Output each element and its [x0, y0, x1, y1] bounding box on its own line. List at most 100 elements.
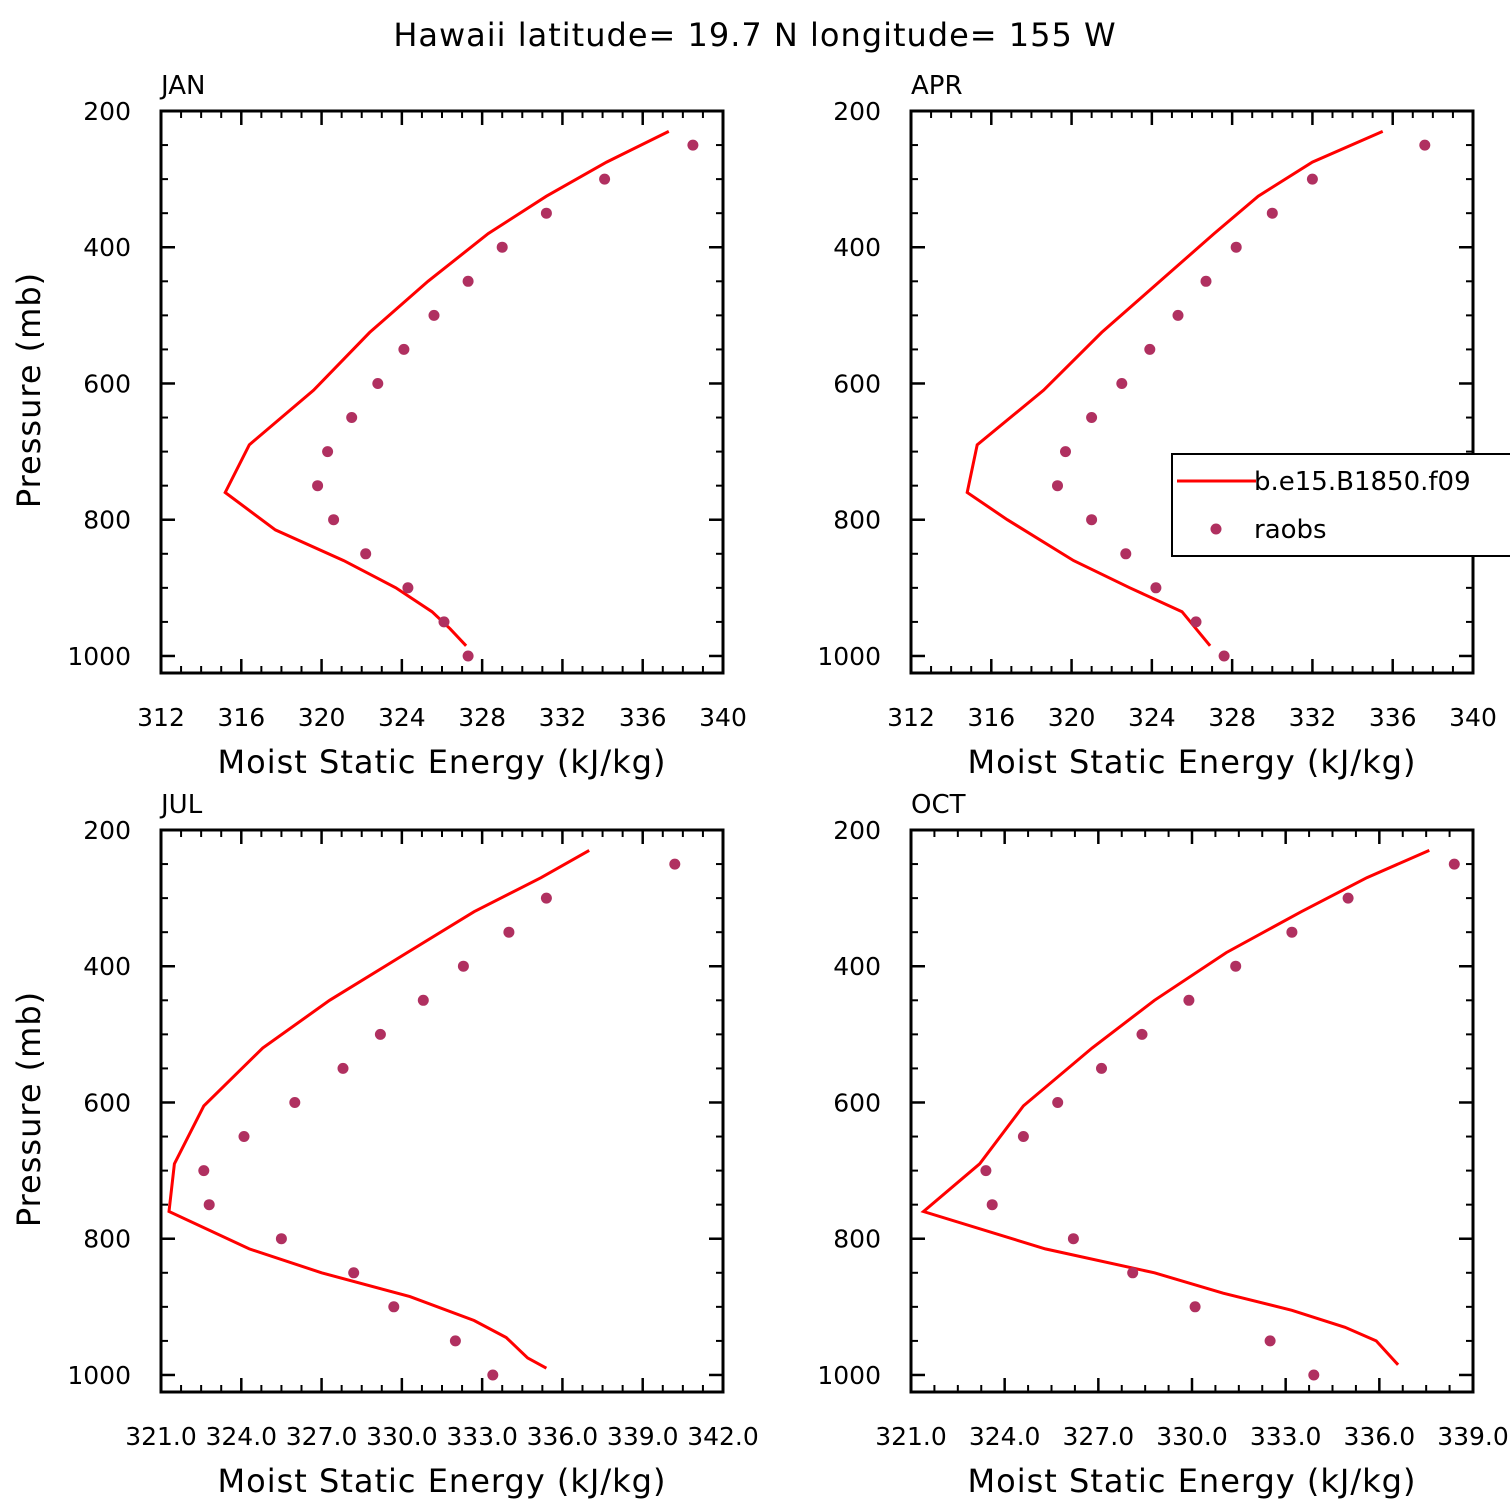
y-axis-label: Pressure (mb) [10, 991, 48, 1227]
series-group [965, 130, 1431, 662]
raobs-point [540, 207, 552, 219]
raobs-point [402, 582, 414, 594]
panel-oct: 321.0 324.0 327.0 330.0 333.0 336.0 339.0 200 40… [817, 790, 1508, 1500]
x-tick-label: 321.0 [875, 1422, 947, 1451]
raobs-point [1419, 139, 1431, 151]
panel-apr: 312 316 320 324 328 332 336 340 200 400 600 800 1000… [817, 71, 1496, 781]
y-tick-label: 400 [833, 952, 881, 981]
y-tick-label: 600 [83, 369, 131, 398]
raobs-point [203, 1199, 215, 1211]
plot-frame [909, 109, 1475, 675]
raobs-point [669, 858, 681, 870]
y-axis-label: Pressure (mb) [10, 272, 48, 508]
x-tick-label: 312 [887, 703, 935, 732]
raobs-point [1306, 173, 1318, 185]
y-tick-label: 1000 [817, 642, 881, 671]
y-tick-label: 200 [83, 97, 131, 126]
plot-frame [159, 109, 725, 675]
x-tick-label: 320 [298, 703, 346, 732]
series-group [223, 130, 699, 662]
raobs-point [1060, 446, 1071, 458]
panel-title: JUL [159, 790, 203, 820]
raobs-point [1266, 207, 1278, 219]
model-line [920, 849, 1430, 1366]
raobs-point [348, 1267, 360, 1279]
raobs-point [360, 548, 372, 560]
raobs-point [337, 1062, 349, 1074]
x-tick-label: 336.0 [527, 1422, 599, 1451]
raobs-point [275, 1233, 287, 1245]
raobs-point [198, 1165, 210, 1177]
x-tick-label: 339.0 [1437, 1422, 1509, 1451]
raobs-point [1136, 1028, 1148, 1040]
raobs-point [1230, 241, 1242, 253]
raobs-point [449, 1335, 461, 1347]
y-tick-label: 400 [833, 233, 881, 262]
raobs-point [1448, 858, 1460, 870]
x-tick-label: 324.0 [969, 1422, 1041, 1451]
raobs-point [1052, 1097, 1064, 1108]
raobs-point [1190, 616, 1202, 628]
legend-box [1171, 453, 1510, 557]
x-tick-label: 336.0 [1344, 1422, 1416, 1451]
raobs-point [1144, 343, 1156, 355]
y-tick-label: 800 [83, 1225, 131, 1254]
y-tick-label: 800 [83, 506, 131, 535]
legend: b.e15.B1850.f09 raobs [1171, 453, 1510, 557]
raobs-point [1150, 582, 1162, 594]
x-axis-label: Moist Static Energy (kJ/kg) [218, 743, 667, 781]
x-tick-label: 321.0 [125, 1422, 197, 1451]
raobs-point [438, 616, 450, 628]
raobs-point [1183, 994, 1195, 1006]
panel-jan: 312 316 320 324 328 332 336 340 200 400 600 800 1000… [10, 71, 747, 781]
legend-label: b.e15.B1850.f09 [1254, 467, 1471, 497]
panel-title: APR [911, 71, 963, 101]
x-tick-label: 333.0 [1250, 1422, 1322, 1451]
raobs-point [1086, 514, 1098, 526]
x-tick-label: 332 [539, 703, 587, 732]
raobs-point [1120, 548, 1132, 560]
raobs-point [417, 994, 429, 1006]
x-tick-label: 328 [1208, 703, 1256, 732]
x-axis-label: Moist Static Energy (kJ/kg) [968, 743, 1417, 781]
x-tick-label: 316 [967, 703, 1015, 732]
x-tick-label: 320 [1048, 703, 1096, 732]
raobs-point [457, 960, 469, 972]
raobs-point [1230, 960, 1242, 972]
x-tick-label: 340 [699, 703, 747, 732]
figure-title: Hawaii latitude= 19.7 N longitude= 155 W [393, 16, 1116, 54]
raobs-point [1264, 1335, 1276, 1347]
raobs-point [687, 139, 699, 151]
x-tick-label: 333.0 [446, 1422, 518, 1451]
y-tick-label: 1000 [67, 1361, 131, 1390]
raobs-point [312, 480, 324, 492]
x-tick-label: 324 [1128, 703, 1176, 732]
y-tick-label: 600 [83, 1088, 131, 1117]
y-tick-label: 400 [83, 233, 131, 262]
y-tick-label: 600 [833, 1088, 881, 1117]
raobs-point [1200, 275, 1212, 287]
raobs-point [1096, 1062, 1107, 1074]
raobs-point [1189, 1301, 1201, 1313]
raobs-point [398, 343, 410, 355]
y-tick-label: 200 [833, 816, 881, 845]
raobs-point [980, 1165, 992, 1177]
series-group [920, 849, 1460, 1381]
x-tick-label: 327.0 [1063, 1422, 1135, 1451]
raobs-point [289, 1097, 301, 1108]
x-tick-label: 336 [1369, 703, 1417, 732]
x-tick-label: 332 [1289, 703, 1337, 732]
raobs-point [372, 378, 384, 389]
x-tick-label: 324.0 [205, 1422, 277, 1451]
raobs-point [328, 514, 340, 526]
series-group [167, 849, 681, 1381]
raobs-point [1052, 480, 1063, 492]
raobs-point [1127, 1267, 1139, 1279]
x-axis-label: Moist Static Energy (kJ/kg) [968, 1462, 1417, 1500]
raobs-point [1017, 1131, 1029, 1142]
x-tick-label: 330.0 [1156, 1422, 1228, 1451]
y-tick-label: 1000 [817, 1361, 881, 1390]
panel-title: JAN [159, 71, 205, 101]
model-line [167, 849, 590, 1370]
